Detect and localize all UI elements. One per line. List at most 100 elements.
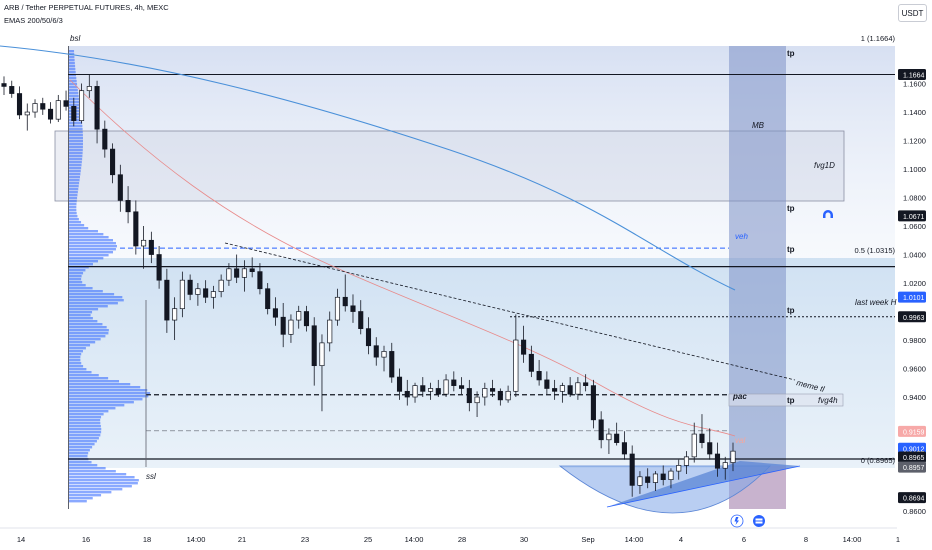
price-label-bg-4	[898, 425, 926, 437]
candle-48	[373, 337, 379, 366]
indicator-legend[interactable]: EMAS 200/50/6/3	[4, 16, 63, 25]
candle-53	[412, 382, 418, 403]
candle-body-21	[164, 279, 170, 321]
time-tick-3: 14:00	[187, 535, 206, 544]
volume-profile-bar-138	[69, 464, 98, 467]
candle-42	[327, 311, 333, 352]
price-axis[interactable]: 1.1600 1.1400 1.1200 1.1000 1.0800 1.0600 1.04…	[903, 80, 926, 516]
volume-profile-bar-42	[69, 176, 80, 179]
candle-78	[606, 428, 612, 455]
candle-body-57	[443, 379, 449, 395]
rising-support-line[interactable]	[606, 465, 801, 508]
candle-body-66	[513, 339, 519, 392]
time-tick-9: 30	[520, 535, 528, 544]
volume-profile-bar-97	[69, 341, 96, 344]
volume-profile-bar-40	[69, 170, 81, 173]
price-label-6: 0.8965	[898, 451, 926, 463]
candle-91	[707, 428, 713, 460]
volume-profile-bar-82	[69, 296, 123, 299]
volume-profile-bar-63	[69, 239, 114, 242]
volume-profile-bar-49	[69, 197, 78, 200]
price-axis-panel[interactable]	[897, 24, 932, 522]
candle-body-73	[567, 385, 573, 395]
volume-profile-bar-76	[69, 278, 82, 281]
candle-body-18	[141, 239, 147, 247]
time-axis-panel[interactable]	[0, 528, 897, 550]
volume-profile-bar-94	[69, 332, 109, 335]
volume-profile-bar-47	[69, 191, 78, 194]
volume-profile-bar-18	[69, 104, 80, 107]
candle-body-76	[590, 385, 596, 421]
candle-89	[691, 422, 697, 463]
fvg4h-zone[interactable]	[728, 393, 844, 407]
fvg1d-label: fvg1D	[814, 161, 835, 170]
volume-profile-bar-65	[69, 245, 117, 248]
candle-body-31	[241, 268, 247, 278]
volume-profile-bar-120	[69, 410, 109, 413]
volume-profile-bar-55	[69, 215, 78, 218]
candle-body-60	[466, 388, 472, 404]
fvg1d-zone[interactable]	[54, 130, 845, 202]
candle-40	[311, 317, 317, 386]
volume-profile-bar-79	[69, 287, 93, 290]
candle-body-83	[645, 476, 651, 483]
candle-body-17	[133, 211, 139, 247]
ema-50-line[interactable]	[69, 79, 736, 437]
ssl-label: ssl	[146, 472, 156, 481]
price-label-bg-5	[898, 442, 926, 454]
volume-profile-bar-81	[69, 293, 115, 296]
volume-profile-bar-113	[69, 389, 148, 392]
candle-64	[497, 388, 503, 406]
volume-profile-bar-44	[69, 182, 80, 185]
volume-profile-bar-122	[69, 416, 102, 419]
candle-body-58	[451, 379, 457, 386]
volume-profile-bar-36	[69, 158, 83, 161]
candle-body-40	[311, 325, 317, 367]
ema-200-line[interactable]	[0, 45, 736, 291]
candle-body-89	[691, 433, 697, 458]
candle-body-88	[683, 456, 690, 466]
candle-body-5	[40, 103, 46, 110]
candle-body-51	[396, 376, 403, 392]
tp-label-1: tp	[787, 49, 795, 58]
candle-body-56	[435, 388, 441, 395]
candle-76	[590, 379, 596, 429]
flag-icon[interactable]	[753, 515, 765, 527]
candle-body-75	[583, 382, 589, 386]
candle-90	[699, 414, 705, 449]
candle-7	[55, 94, 61, 123]
candle-35	[272, 297, 278, 326]
volume-profile-bar-64	[69, 242, 116, 245]
volume-profile-bar-70	[69, 260, 98, 263]
magnet-icon[interactable]	[823, 210, 833, 218]
volume-profile-bar-85	[69, 305, 108, 308]
candle-body-0	[1, 83, 7, 87]
candle-23	[179, 271, 185, 318]
time-axis[interactable]: 14 16 18 14:00 21 23 25 14:00 28 30 Sep 14:00 4 6 8 14:…	[17, 535, 900, 544]
price-label-text-4: 0.9159	[903, 429, 925, 436]
volume-profile-bar-118	[69, 404, 125, 407]
volume-profile-bar-84	[69, 302, 118, 305]
volume-profile-bar-9	[69, 77, 77, 80]
veh-label: veh	[735, 232, 748, 241]
volume-profile-bar-74	[69, 272, 84, 275]
price-label-text-0: 1.1664	[903, 72, 925, 79]
candle-body-29	[226, 268, 232, 281]
rising-trend-triangle	[607, 461, 800, 507]
lightning-icon[interactable]	[730, 514, 744, 528]
volume-profile-bar-12	[69, 86, 78, 89]
candle-38	[296, 305, 302, 329]
candle-60	[466, 379, 472, 412]
candle-body-54	[420, 385, 426, 392]
candle-52	[404, 379, 410, 406]
volume-profile-bar-112	[69, 386, 141, 389]
volume-profile-bar-116	[69, 398, 143, 401]
time-tick-7: 14:00	[405, 535, 424, 544]
mb-column[interactable]	[729, 46, 786, 509]
candle-15	[117, 164, 123, 212]
currency-button[interactable]: USDT	[898, 4, 927, 22]
tp-label-2: tp	[787, 204, 795, 213]
meme-trendline[interactable]	[224, 242, 796, 381]
candle-59	[459, 377, 465, 395]
